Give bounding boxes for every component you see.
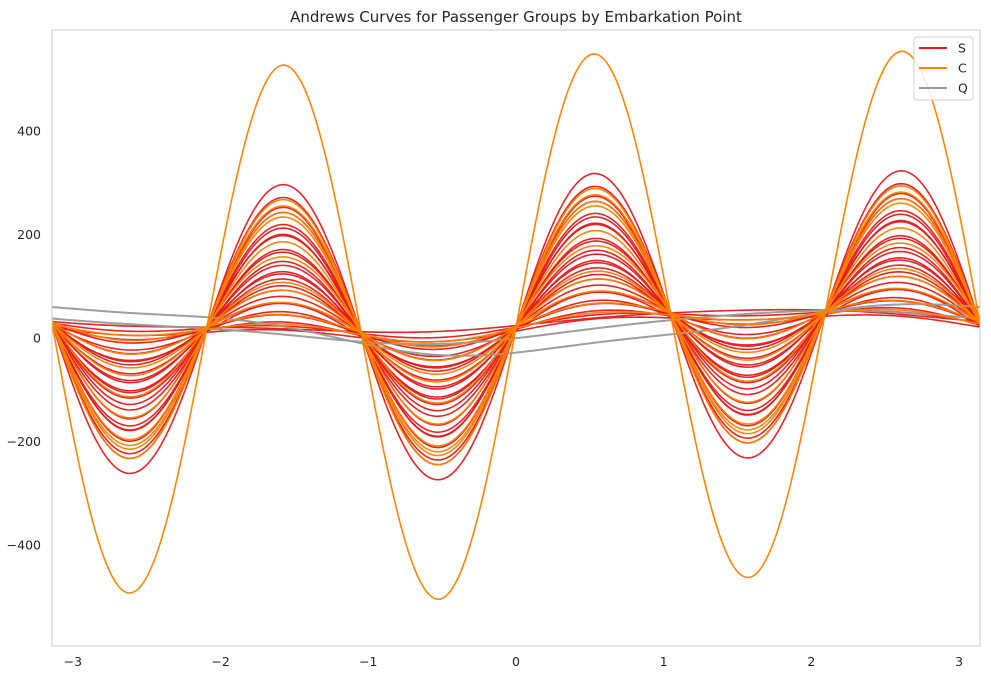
- x-tick-label: 2: [807, 654, 815, 669]
- y-tick-label: −200: [7, 434, 41, 449]
- x-tick-label: 1: [660, 654, 668, 669]
- y-tick-label: 400: [17, 123, 41, 138]
- series-c: [52, 50, 980, 601]
- x-tick-label: 0: [512, 654, 520, 669]
- plot-frame: [51, 29, 981, 647]
- x-tick-label: −1: [359, 654, 377, 669]
- curves-layer: [52, 50, 980, 601]
- y-axis-ticks: −400 −200 0 200 400: [7, 123, 41, 552]
- legend-label-q: Q: [958, 81, 968, 96]
- legend-entries: SCQ: [919, 41, 968, 96]
- legend: SCQ: [913, 36, 974, 101]
- chart-title: Andrews Curves for Passenger Groups by E…: [290, 8, 742, 26]
- x-tick-label: −2: [211, 654, 229, 669]
- y-tick-label: 0: [33, 331, 41, 346]
- y-tick-label: 200: [17, 227, 41, 242]
- y-tick-label: −400: [7, 538, 41, 553]
- series-c-curve: [52, 299, 980, 348]
- series-c-curve: [52, 308, 980, 343]
- legend-label-s: S: [958, 41, 966, 56]
- legend-label-c: C: [958, 61, 967, 76]
- x-axis-ticks: −3 −2 −1 0 1 2 3: [64, 654, 963, 669]
- x-tick-label: −3: [64, 654, 82, 669]
- x-tick-label: 3: [955, 654, 963, 669]
